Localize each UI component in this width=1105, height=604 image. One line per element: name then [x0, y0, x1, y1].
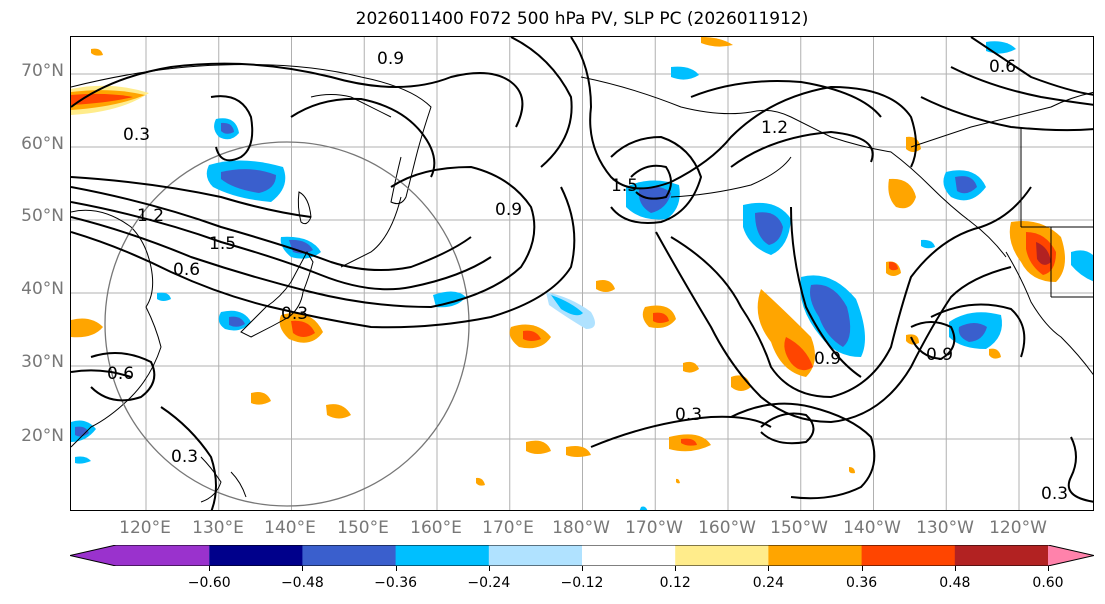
- contour-label: 0.3: [123, 125, 150, 145]
- colorbar-segment: [675, 545, 769, 566]
- latitude-label: 40°N: [21, 279, 64, 299]
- negative-anomaly-blob: [743, 202, 791, 255]
- positive-anomaly-blob: [71, 318, 103, 338]
- colorbar-tick-mark: [675, 566, 677, 571]
- slp-contours: [71, 37, 1093, 510]
- negative-anomaly-blob: [218, 310, 251, 331]
- contour-label: 0.6: [173, 260, 200, 280]
- positive-anomaly-blob: [509, 324, 551, 349]
- range-circle: [104, 141, 470, 507]
- negative-anomaly-blob: [1071, 250, 1093, 282]
- colorbar-tick-label: 0.12: [659, 575, 691, 591]
- longitude-label: 160°W: [698, 518, 756, 538]
- positive-anomaly-blob: [757, 289, 815, 377]
- colorbar-tick-mark: [209, 566, 211, 571]
- colorbar-segment: [768, 545, 863, 566]
- map-panel: 0.9 1.2 1.5 0.6 0.3 0.9 1.2 1.5 0.3 0.6 …: [70, 36, 1094, 511]
- colorbar-tick-label: 0.48: [939, 575, 971, 591]
- colorbar-tick-label: −0.48: [280, 575, 324, 591]
- graticule: [71, 37, 1093, 510]
- colorbar-segment: [1048, 545, 1094, 566]
- negative-anomaly-blob: [214, 118, 239, 140]
- latitude-label: 70°N: [21, 61, 64, 81]
- contour-label: 0.6: [107, 364, 134, 384]
- negative-anomaly-blob: [206, 160, 286, 202]
- contour-label: 0.3: [675, 405, 702, 425]
- longitude-label: 140°W: [843, 518, 901, 538]
- latitude-label: 20°N: [21, 426, 64, 446]
- longitude-label: 180°W: [552, 518, 610, 538]
- contour-label: 1.5: [209, 234, 236, 254]
- colorbar-segment: [70, 545, 210, 566]
- contour-label: 0.3: [171, 447, 198, 467]
- positive-anomaly-blob: [888, 136, 921, 209]
- colorbar-segment: [302, 545, 397, 566]
- contour-label: 0.3: [281, 304, 308, 324]
- contour-label: 1.2: [137, 206, 164, 226]
- negative-anomaly-blob: [71, 41, 1016, 510]
- colorbar-segment: [954, 545, 1049, 566]
- contour-label: 0.9: [495, 200, 522, 220]
- colorbar-tick-label: 0.36: [846, 575, 878, 591]
- coastlines: [71, 64, 1093, 503]
- contour-label: 1.2: [761, 118, 788, 138]
- colorbar-tick-mark: [582, 566, 583, 571]
- positive-anomaly-blob: [642, 305, 676, 328]
- negative-anomaly-blob: [433, 291, 595, 329]
- contour-label: 1.5: [611, 176, 638, 196]
- colorbar-tick-label: −0.36: [374, 575, 418, 591]
- negative-anomaly-blob: [626, 180, 680, 220]
- longitude-label: 130°W: [916, 518, 974, 538]
- colorbar-tick-label: −0.60: [187, 575, 231, 591]
- longitude-label: 170°E: [482, 518, 534, 538]
- longitude-label: 130°E: [192, 518, 244, 538]
- negative-anomaly-blob: [949, 312, 1002, 349]
- contour-labels: 0.9 1.2 1.5 0.6 0.3 0.9 1.2 1.5 0.3 0.6 …: [107, 49, 1068, 504]
- colorbar-tick-mark: [768, 566, 770, 571]
- colorbar-segment: [488, 545, 583, 566]
- colorbar-tick-label: −0.12: [560, 575, 604, 591]
- colorbar-tick-label: −0.24: [467, 575, 511, 591]
- longitude-label: 160°E: [410, 518, 462, 538]
- colorbar-tick-mark: [488, 566, 490, 571]
- map-canvas: 0.9 1.2 1.5 0.6 0.3 0.9 1.2 1.5 0.3 0.6 …: [71, 37, 1093, 510]
- colorbar-segment: [582, 545, 676, 566]
- colorbar-tick-mark: [395, 566, 397, 571]
- contour-label: 0.3: [1041, 484, 1068, 504]
- colorbar-tick-mark: [954, 566, 956, 571]
- positive-anomaly-blob: [71, 85, 149, 115]
- longitude-label: 140°E: [264, 518, 316, 538]
- longitude-label: 170°W: [625, 518, 683, 538]
- contour-label: 0.9: [926, 345, 953, 365]
- colorbar-tick-mark: [302, 566, 304, 571]
- map-title: 2026011400 F072 500 hPa PV, SLP PC (2026…: [355, 9, 809, 29]
- contour-label: 0.6: [989, 57, 1016, 77]
- positive-anomaly-blob: [279, 313, 323, 343]
- latitude-label: 50°N: [21, 206, 64, 226]
- colorbar-tick-label: 0.24: [752, 575, 784, 591]
- longitude-label: 150°E: [337, 518, 389, 538]
- latitude-label: 60°N: [21, 134, 64, 154]
- negative-anomaly-blob: [800, 275, 865, 357]
- colorbar-tick-label: 0.60: [1032, 575, 1064, 591]
- pv-anomaly-fills: [71, 37, 1093, 510]
- contour-label: 0.9: [814, 349, 841, 369]
- colorbar-segment: [395, 545, 490, 566]
- colorbar-tick-mark: [1048, 566, 1049, 571]
- latitude-label: 30°N: [21, 352, 64, 372]
- colorbar-tick-mark: [861, 566, 863, 571]
- colorbar-segment: [861, 545, 956, 566]
- longitude-label: 120°W: [989, 518, 1047, 538]
- longitude-label: 150°W: [770, 518, 828, 538]
- colorbar-segment: [209, 545, 303, 566]
- colorbar: [70, 545, 1094, 566]
- longitude-label: 120°E: [119, 518, 171, 538]
- negative-anomaly-blob: [943, 170, 986, 201]
- positive-anomaly-blob: [91, 37, 1001, 486]
- contour-label: 0.9: [377, 49, 404, 69]
